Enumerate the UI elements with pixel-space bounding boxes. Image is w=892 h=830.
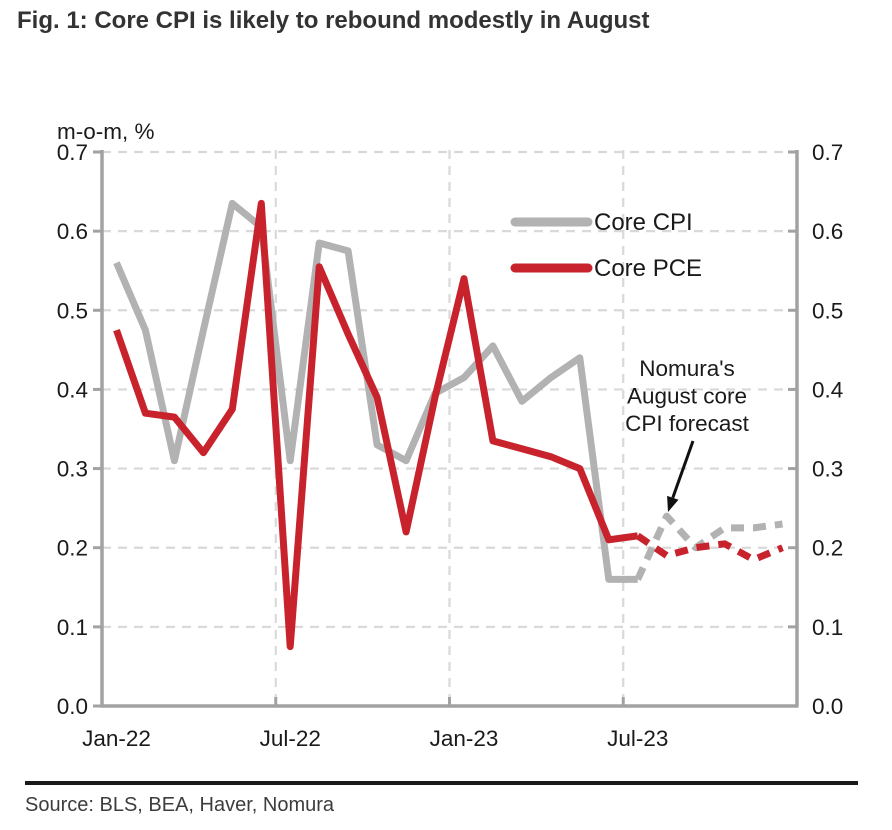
y-axis-label-right: 0.0 [812, 694, 843, 719]
y-axis-label-left: 0.4 [57, 377, 88, 402]
figure-title: Fig. 1: Core CPI is likely to rebound mo… [17, 7, 650, 34]
series-line-core-pce [113, 199, 639, 651]
y-axis-label-left: 0.1 [57, 615, 88, 640]
y-axis-label-left: 0.6 [57, 219, 88, 244]
y-axis-unit-label: m-o-m, % [57, 119, 155, 144]
y-axis-label-left: 0.7 [57, 140, 88, 165]
forecast-annotation-line: CPI forecast [625, 411, 750, 436]
y-axis-label-left: 0.5 [57, 298, 88, 323]
legend-label-core-cpi: Core CPI [594, 209, 693, 236]
x-axis-label: Jan-22 [82, 726, 151, 751]
legend-label-core-pce: Core PCE [594, 255, 702, 282]
y-axis-label-right: 0.4 [812, 377, 843, 402]
annotation-arrow-head [667, 495, 679, 512]
y-axis-label-right: 0.5 [812, 298, 843, 323]
cpi-pce-line-chart: 0.0 0.0 0.1 0.1 0.2 0.2 0.3 0.3 0.4 0.4 0.5 0.5 0.6 0… [57, 119, 844, 751]
forecast-annotation-line: Nomura's [639, 356, 735, 381]
y-axis-label-right: 0.7 [812, 140, 843, 165]
x-axis-label: Jan-23 [430, 726, 499, 751]
forecast-annotation-line: August core [627, 384, 747, 409]
x-axis-label: Jul-23 [607, 726, 668, 751]
y-axis-label-left: 0.0 [57, 694, 88, 719]
series-line-core-cpi [113, 199, 638, 583]
y-axis-label-right: 0.2 [812, 536, 843, 561]
y-axis-label-left: 0.3 [57, 457, 88, 482]
source-divider [25, 781, 858, 785]
source-text: Source: BLS, BEA, Haver, Nomura [25, 794, 335, 816]
y-axis-label-right: 0.3 [812, 457, 843, 482]
y-axis-label-right: 0.6 [812, 219, 843, 244]
y-axis-label-right: 0.1 [812, 615, 843, 640]
forecast-line-core-cpi [634, 512, 783, 581]
y-axis-label-left: 0.2 [57, 536, 88, 561]
x-axis-label: Jul-22 [260, 726, 321, 751]
annotation-arrow-shaft [671, 440, 695, 499]
forecast-line-core-pce [635, 532, 784, 564]
